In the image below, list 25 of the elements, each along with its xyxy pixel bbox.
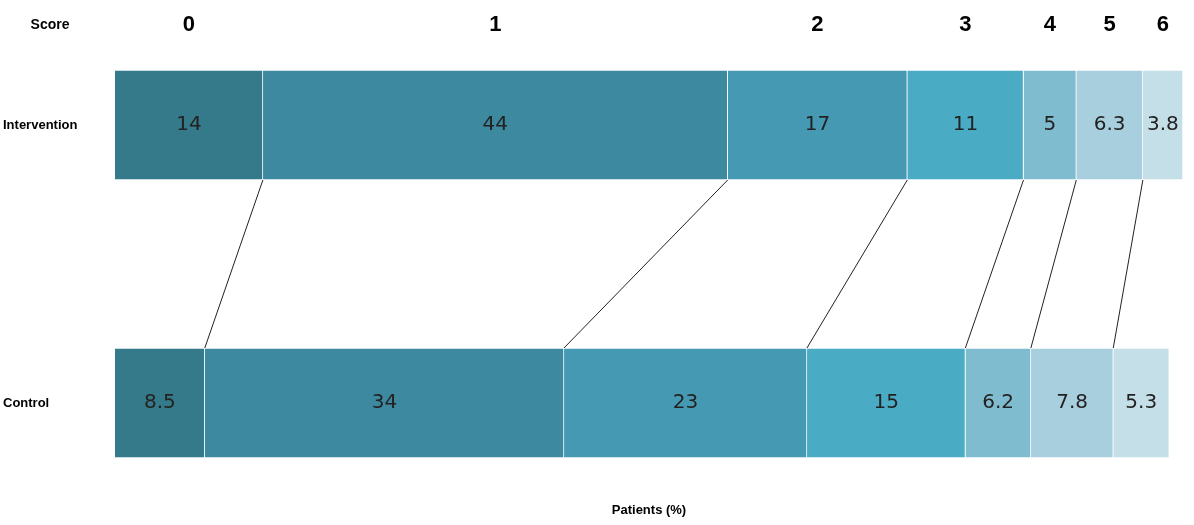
y-tick-label: Control — [3, 394, 50, 410]
series-label: 2 — [811, 11, 824, 37]
data-label: 6.3 — [1093, 111, 1126, 136]
data-label: 3.8 — [1147, 111, 1179, 136]
data-label: 8.5 — [143, 389, 176, 414]
series-label: 1 — [489, 11, 502, 37]
y-tick-label: Intervention — [3, 116, 78, 132]
data-label: 11 — [952, 111, 979, 136]
legend-title: Score — [30, 15, 70, 32]
series-label: 6 — [1156, 11, 1170, 37]
x-axis-title: Patients (%) — [611, 501, 687, 517]
series-label: 3 — [959, 11, 972, 37]
data-label: 14 — [176, 111, 202, 136]
data-label: 23 — [672, 389, 699, 414]
data-label: 17 — [804, 111, 831, 136]
series-label: 4 — [1043, 11, 1057, 37]
data-label: 7.8 — [1056, 389, 1088, 414]
data-label: 5 — [1043, 111, 1057, 136]
series-label: 5 — [1103, 11, 1116, 37]
data-label: 5.3 — [1125, 389, 1158, 414]
series-label: 0 — [182, 11, 196, 37]
data-label: 34 — [371, 389, 398, 414]
data-label: 44 — [482, 111, 509, 136]
data-label: 6.2 — [982, 389, 1015, 414]
data-label: 15 — [873, 389, 899, 414]
